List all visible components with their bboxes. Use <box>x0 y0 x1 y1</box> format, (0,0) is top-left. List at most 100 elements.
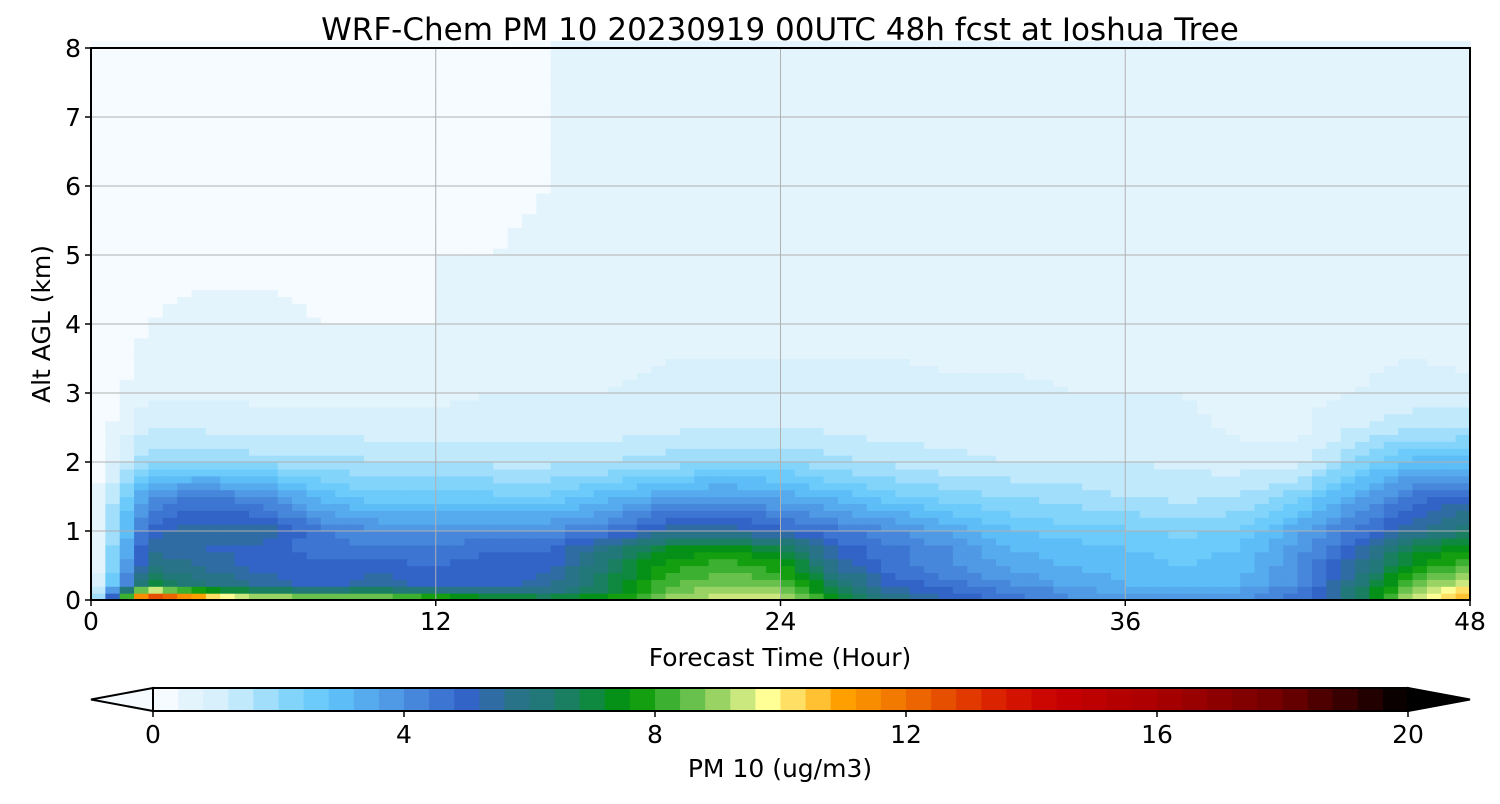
contour-cell <box>220 48 236 56</box>
contour-cell <box>478 123 494 132</box>
contour-cell <box>407 413 422 422</box>
contour-cell <box>134 406 150 415</box>
contour-cell <box>363 234 379 242</box>
contour-cell <box>363 420 379 429</box>
contour-cell <box>349 303 365 311</box>
contour-cell <box>679 158 695 166</box>
contour-cell <box>794 54 810 63</box>
contour-cell <box>823 261 839 270</box>
contour-cell <box>593 165 609 173</box>
contour-cell <box>794 165 810 173</box>
contour-cell <box>737 268 753 277</box>
contour-cell <box>593 206 609 215</box>
contour-cell <box>91 206 106 215</box>
contour-cell <box>306 192 322 201</box>
contour-cell <box>967 448 983 456</box>
contour-cell <box>306 468 322 477</box>
contour-cell <box>148 448 164 456</box>
contour-cell <box>493 330 509 339</box>
contour-cell <box>450 268 466 277</box>
contour-cell <box>349 261 365 270</box>
contour-cell <box>335 165 351 173</box>
contour-cell <box>895 303 911 311</box>
contour-cell <box>478 482 494 491</box>
contour-cell <box>320 468 336 477</box>
contour-cell <box>852 462 868 470</box>
contour-cell <box>751 54 767 63</box>
contour-cell <box>205 261 221 270</box>
contour-cell <box>665 324 681 332</box>
contour-cell <box>679 351 695 360</box>
contour-cell <box>938 413 954 422</box>
contour-cell <box>881 255 897 263</box>
contour-cell <box>952 379 968 387</box>
contour-cell <box>478 441 494 449</box>
contour-cell <box>421 82 437 90</box>
contour-cell <box>593 103 609 111</box>
contour-cell <box>349 462 365 470</box>
contour-cell <box>579 261 595 270</box>
contour-cell <box>708 551 724 560</box>
contour-cell <box>162 413 178 422</box>
contour-cell <box>924 337 940 346</box>
contour-cell <box>320 117 336 125</box>
contour-cell <box>134 227 150 235</box>
contour-cell <box>737 544 753 553</box>
contour-cell <box>708 75 724 84</box>
contour-cell <box>148 186 164 194</box>
contour-cell <box>450 310 466 318</box>
contour-cell <box>378 427 394 435</box>
contour-cell <box>708 558 724 567</box>
contour-cell <box>708 399 724 408</box>
contour-cell <box>450 151 466 159</box>
contour-cell <box>636 248 652 256</box>
contour-cell <box>895 261 911 270</box>
contour-cell <box>220 61 236 70</box>
contour-cell <box>665 572 681 580</box>
contour-cell <box>134 413 150 422</box>
contour-cell <box>335 186 351 194</box>
contour-cell <box>679 324 695 332</box>
contour-cell <box>665 510 681 518</box>
contour-cell <box>249 386 264 394</box>
contour-cell <box>148 137 164 146</box>
contour-cell <box>249 324 264 332</box>
contour-cell <box>924 117 940 125</box>
contour-cell <box>105 524 121 532</box>
contour-cell <box>148 544 164 553</box>
contour-cell <box>723 441 738 449</box>
contour-cell <box>148 199 164 208</box>
contour-cell <box>205 441 221 449</box>
contour-cell <box>780 82 796 90</box>
contour-cell <box>249 248 264 256</box>
contour-cell <box>823 275 839 284</box>
contour-cell <box>263 468 279 477</box>
contour-cell <box>837 289 853 297</box>
contour-cell <box>967 586 983 594</box>
contour-cell <box>651 54 667 63</box>
contour-cell <box>363 82 379 90</box>
contour-cell <box>234 379 250 387</box>
contour-cell <box>866 475 882 484</box>
contour-cell <box>952 89 968 97</box>
contour-cell <box>177 68 193 77</box>
contour-cell <box>464 165 480 173</box>
contour-cell <box>938 551 954 560</box>
contour-cell <box>363 89 379 97</box>
contour-cell <box>363 551 379 560</box>
contour-cell <box>119 220 135 228</box>
contour-cell <box>249 144 264 153</box>
contour-cell <box>694 317 710 325</box>
contour-cell <box>837 337 853 346</box>
contour-cell <box>464 206 480 215</box>
contour-cell <box>895 117 911 125</box>
contour-cell <box>421 379 437 387</box>
contour-cell <box>292 462 308 470</box>
contour-cell <box>134 268 150 277</box>
contour-cell <box>895 89 911 97</box>
contour-cell <box>608 586 624 594</box>
contour-cell <box>292 54 308 63</box>
contour-cell <box>234 220 250 228</box>
contour-cell <box>550 248 566 256</box>
contour-cell <box>234 565 250 573</box>
